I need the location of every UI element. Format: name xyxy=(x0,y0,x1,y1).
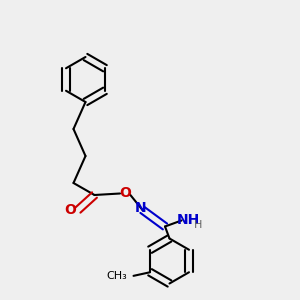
Text: NH: NH xyxy=(176,214,200,227)
Text: CH₃: CH₃ xyxy=(106,271,127,281)
Text: O: O xyxy=(119,187,131,200)
Text: N: N xyxy=(135,202,147,215)
Text: O: O xyxy=(64,203,76,217)
Text: H: H xyxy=(194,220,202,230)
